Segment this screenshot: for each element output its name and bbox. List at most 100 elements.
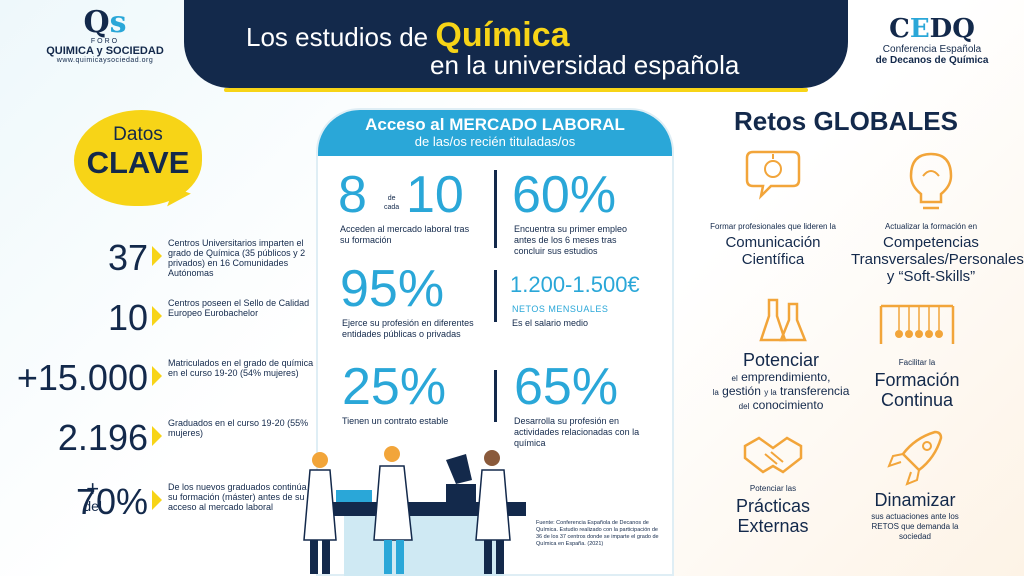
scientist-3-coat [475, 469, 511, 541]
reto-potenciar: Potenciar el emprendimiento, la gestión … [706, 296, 856, 412]
scientist-2-head [384, 446, 400, 462]
reto-2-small: Actualizar la formación en [884, 222, 978, 231]
stat-matriculados: +15.000 Matriculados en el grado de quím… [0, 356, 330, 406]
reto-2-large: Competencias Transversales/Personales y … [851, 234, 1024, 285]
reto-3-word: y la [764, 388, 777, 397]
flask-icon [759, 298, 807, 342]
reto-1-large: Comunicación Científica [725, 234, 821, 268]
reto-4-large: Formación Continua [874, 370, 960, 410]
microscope [446, 454, 472, 484]
brain-bulb-icon [745, 150, 801, 200]
lab-illustration [303, 446, 526, 576]
cedq-line-1: Conferencia Española [882, 44, 982, 55]
scientist-2-leg [396, 540, 404, 574]
retos-title: Retos GLOBALES [734, 106, 958, 136]
title-highlight: Química [435, 16, 570, 54]
tube-rack [336, 490, 372, 502]
reto-competencias: Actualizar la formación en Competencias … [851, 146, 1024, 285]
header-band [184, 0, 848, 92]
salary-sub: NETOS MENSUALES [512, 304, 609, 314]
stat-number: 37 [107, 237, 148, 278]
scientist-1-head [312, 452, 328, 468]
stat-text: Centros poseen el Sello de Calidad Europ… [168, 298, 310, 318]
reto-3-text: el emprendimiento, la gestión y la trans… [706, 370, 856, 412]
stat-number: 2.196 [57, 417, 148, 458]
reto-3-word: el [731, 374, 738, 383]
stat-centros: 37 Centros Universitarios imparten el gr… [0, 236, 330, 286]
stat-25-text: Tienen un contrato estable [342, 416, 449, 426]
stat-number: 70% [75, 481, 148, 522]
cada-label: cada [384, 204, 400, 211]
de-cada-label: de cada [384, 194, 399, 212]
stat-prefix: + del [83, 476, 102, 514]
stat-prefix-del: del [83, 498, 102, 514]
reto-3-word: gestión [722, 384, 761, 398]
clave-label: CLAVE [86, 145, 190, 180]
stat-text: Centros Universitarios imparten el grado… [168, 238, 306, 278]
mercado-subtitle: de las/os recién tituladas/os [414, 134, 576, 149]
stat-65: 65% [514, 358, 619, 416]
scientist-2-leg [384, 540, 392, 574]
rocket-icon [887, 430, 943, 486]
stat-25: 25% [342, 358, 447, 416]
title-line-1: Los estudios de Química [246, 16, 570, 55]
reto-3-word: emprendimiento, [741, 370, 831, 384]
reto-3-word: la [712, 388, 719, 397]
scientist-3-leg [496, 540, 504, 574]
lightbulb-icon [909, 152, 953, 210]
cedq-logo: CEDQ Conferencia Española de Decanos de … [862, 14, 1002, 66]
stat-95-text: Ejerce su profesión en diferentes entida… [342, 318, 474, 339]
source-note: Fuente: Conferencia Española de Decanos … [536, 520, 659, 547]
reto-comunicacion: Formar profesionales que lideren la Comu… [698, 146, 848, 268]
reto-1-small: Formar profesionales que lideren la [710, 222, 836, 231]
stat-60: 60% [512, 166, 617, 224]
stat-60-text: Encuentra su primer empleo antes de los … [514, 224, 628, 256]
divider [494, 170, 497, 248]
reto-3-word: conocimiento [752, 398, 824, 412]
stat-graduados: 2.196 Graduados en el curso 19-20 (55% m… [0, 416, 330, 466]
scientist-1-coat [303, 469, 337, 541]
handshake-icon [743, 436, 803, 474]
stat-master: + del 70% De los nuevos graduados contin… [0, 476, 330, 530]
reto-5-small: Potenciar las [749, 484, 797, 493]
reto-3-word: del [738, 402, 750, 411]
foro-logo: Qs FORO QUIMICA y SOCIEDAD www.quimicays… [40, 5, 170, 65]
microscope-base [446, 484, 476, 502]
scientist-1-leg [322, 540, 330, 574]
reto-6-large: Dinamizar [874, 490, 956, 510]
cedq-logo-icon: CEDQ [889, 14, 975, 44]
scientist-1-leg [310, 540, 318, 574]
reto-4-small: Facilitar la [898, 358, 936, 367]
stat-65-text: Desarrolla su profesión en actividades r… [514, 416, 640, 448]
cedq-line-2: de Decanos de Química [875, 55, 989, 66]
stat-text: Graduados en el curso 19-20 (55% mujeres… [168, 418, 309, 438]
foro-name: QUIMICA y SOCIEDAD [46, 45, 164, 57]
stat-prefix-plus: + [86, 476, 100, 501]
mercado-header: Acceso al MERCADO LABORAL de las/os reci… [318, 110, 672, 156]
de-label: de [387, 195, 396, 202]
foro-url: www.quimicaysociedad.org [56, 57, 154, 64]
reto-5-large: Prácticas Externas [735, 496, 811, 536]
stat-salary: 1.200-1.500€ [510, 272, 640, 297]
title-line-2: en la universidad española [430, 50, 740, 80]
divider [494, 270, 497, 322]
arrow-icon [152, 306, 162, 326]
arrow-icon [152, 246, 162, 266]
stat-8: 8 [338, 166, 367, 224]
foro-logo-icon: Qs [83, 5, 127, 40]
reto-dinamizar: Dinamizar sus actuaciones ante los RETOS… [840, 426, 990, 542]
reto-6-small: sus actuaciones ante los RETOS que deman… [871, 512, 959, 541]
arrow-icon [152, 490, 162, 510]
stat-eurobachelor: 10 Centros poseen el Sello de Calidad Eu… [0, 296, 330, 346]
reto-practicas: Potenciar las Prácticas Externas [698, 428, 848, 536]
arrow-icon [152, 426, 162, 446]
foro-label: FORO [90, 38, 120, 45]
stat-text: Matriculados en el grado de química en e… [168, 358, 314, 378]
stat-10: 10 [406, 166, 464, 224]
newtons-cradle-icon [879, 304, 955, 344]
stat-8-text: Acceden al mercado laboral tras su forma… [340, 224, 470, 245]
stat-text: De los nuevos graduados continúa su form… [168, 482, 307, 512]
scientist-2-coat [373, 465, 413, 541]
stat-number: 10 [107, 297, 148, 338]
